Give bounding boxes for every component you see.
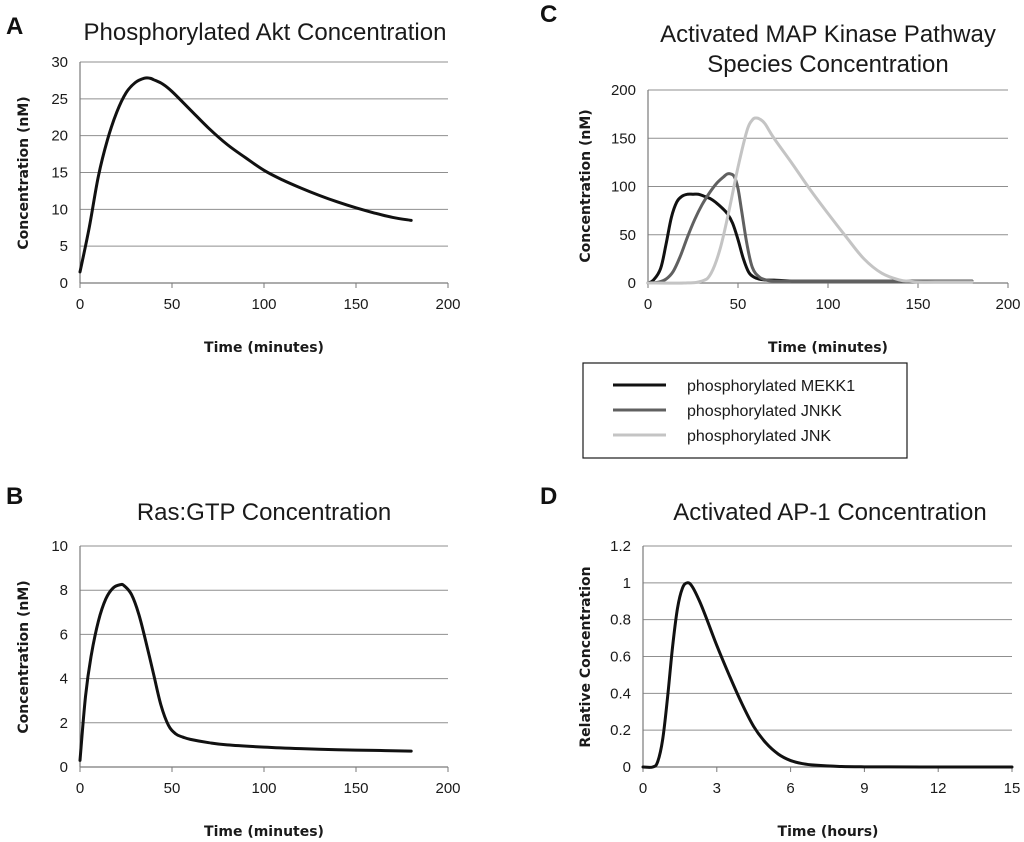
series-line-a-series-0 (78, 76, 413, 274)
y-tick-label-d: 0.8 (610, 612, 631, 629)
x-tick-label-d: 0 (639, 780, 647, 797)
x-tick-label-b: 100 (251, 780, 276, 797)
x-tick-label-c: 100 (815, 296, 840, 313)
x-tick-label-d: 12 (930, 780, 947, 797)
y-axis-label-b: Concentration (nM) (16, 580, 32, 733)
x-tick-label-c: 200 (995, 296, 1020, 313)
y-tick-label-d: 0.2 (610, 722, 631, 739)
y-tick-label-d: 1 (623, 575, 631, 592)
panel-letter-b: B (6, 483, 23, 510)
chart-c: 0 50 100 150 200 0 50 100 150 200 (611, 82, 1021, 313)
x-tick-label-c: 0 (644, 296, 652, 313)
x-tick-label-b: 150 (343, 780, 368, 797)
y-tick-label-c: 0 (628, 275, 636, 292)
x-tick-label-a: 0 (76, 296, 84, 313)
y-tick-label-a: 15 (51, 165, 68, 182)
x-tick-label-d: 15 (1004, 780, 1021, 797)
y-tick-label-b: 4 (60, 671, 68, 688)
y-tick-label-d: 1.2 (610, 538, 631, 555)
chart-title-d: Activated AP-1 Concentration (673, 499, 987, 526)
legend-c: phosphorylated MEKK1 phosphorylated JNKK p… (582, 362, 908, 459)
series-line-c-phosphorylated-mekk1 (646, 192, 974, 285)
y-tick-label-c: 200 (611, 82, 636, 99)
series-line-c-phosphorylated-jnk (646, 116, 974, 285)
y-tick-label-c: 50 (619, 227, 636, 244)
x-tick-label-a: 100 (251, 296, 276, 313)
legend-label-1: phosphorylated MEKK1 (687, 378, 855, 395)
x-tick-label-a: 200 (435, 296, 460, 313)
panel-c: C Activated MAP Kinase Pathway Species C… (540, 1, 1021, 459)
y-axis-label-d: Relative Concentration (578, 566, 594, 747)
y-tick-label-b: 10 (51, 538, 68, 555)
chart-title-b: Ras:GTP Concentration (137, 499, 391, 526)
y-tick-label-a: 0 (60, 275, 68, 292)
x-axis-label-d: Time (hours) (778, 824, 879, 840)
legend-label-3: phosphorylated JNK (687, 428, 831, 445)
x-tick-label-c: 150 (905, 296, 930, 313)
chart-title-c-line-2: Species Concentration (707, 51, 948, 78)
chart-a: 0 5 10 15 20 25 30 0 50 100 150 200 (51, 54, 460, 313)
legend-label-2: phosphorylated JNKK (687, 403, 842, 420)
x-tick-label-b: 50 (164, 780, 181, 797)
panel-letter-d: D (540, 483, 557, 510)
y-axis-label-a: Concentration (nM) (16, 96, 32, 249)
panel-a: A Phosphorylated Akt Concentration 0 5 10 1… (6, 13, 461, 356)
y-tick-label-b: 0 (60, 759, 68, 776)
y-tick-label-a: 10 (51, 201, 68, 218)
series-line-b-series-0 (78, 582, 413, 762)
x-axis-label-a: Time (minutes) (204, 340, 324, 356)
y-tick-label-b: 8 (60, 582, 68, 599)
y-tick-label-d: 0.6 (610, 649, 631, 666)
x-tick-label-a: 150 (343, 296, 368, 313)
y-tick-label-d: 0.4 (610, 685, 631, 702)
y-tick-label-d: 0 (623, 759, 631, 776)
panel-letter-c: C (540, 1, 557, 28)
y-tick-label-a: 30 (51, 54, 68, 71)
y-tick-label-b: 6 (60, 626, 68, 643)
x-tick-label-b: 0 (76, 780, 84, 797)
series-line-d-series-0 (641, 581, 1014, 769)
y-tick-label-b: 2 (60, 715, 68, 732)
chart-d: 0 0.2 0.4 0.6 0.8 1 1.2 0 3 6 9 12 15 (610, 538, 1020, 797)
y-tick-label-a: 25 (51, 91, 68, 108)
chart-title-c-line-1: Activated MAP Kinase Pathway (660, 21, 996, 48)
y-tick-label-c: 100 (611, 179, 636, 196)
panel-d: D Activated AP-1 Concentration 0 0.2 0.4 0.… (540, 483, 1020, 840)
y-axis-label-c: Concentration (nM) (578, 109, 594, 262)
x-axis-label-c: Time (minutes) (768, 340, 888, 356)
x-tick-label-d: 3 (713, 780, 721, 797)
y-tick-label-c: 150 (611, 130, 636, 147)
x-tick-label-a: 50 (164, 296, 181, 313)
x-tick-label-d: 6 (786, 780, 794, 797)
x-tick-label-d: 9 (860, 780, 868, 797)
x-axis-label-b: Time (minutes) (204, 824, 324, 840)
chart-title-a: Phosphorylated Akt Concentration (84, 19, 447, 46)
y-tick-label-a: 5 (60, 238, 68, 255)
x-tick-label-c: 50 (730, 296, 747, 313)
panel-letter-a: A (6, 13, 23, 40)
x-tick-label-b: 200 (435, 780, 460, 797)
y-tick-label-a: 20 (51, 128, 68, 145)
